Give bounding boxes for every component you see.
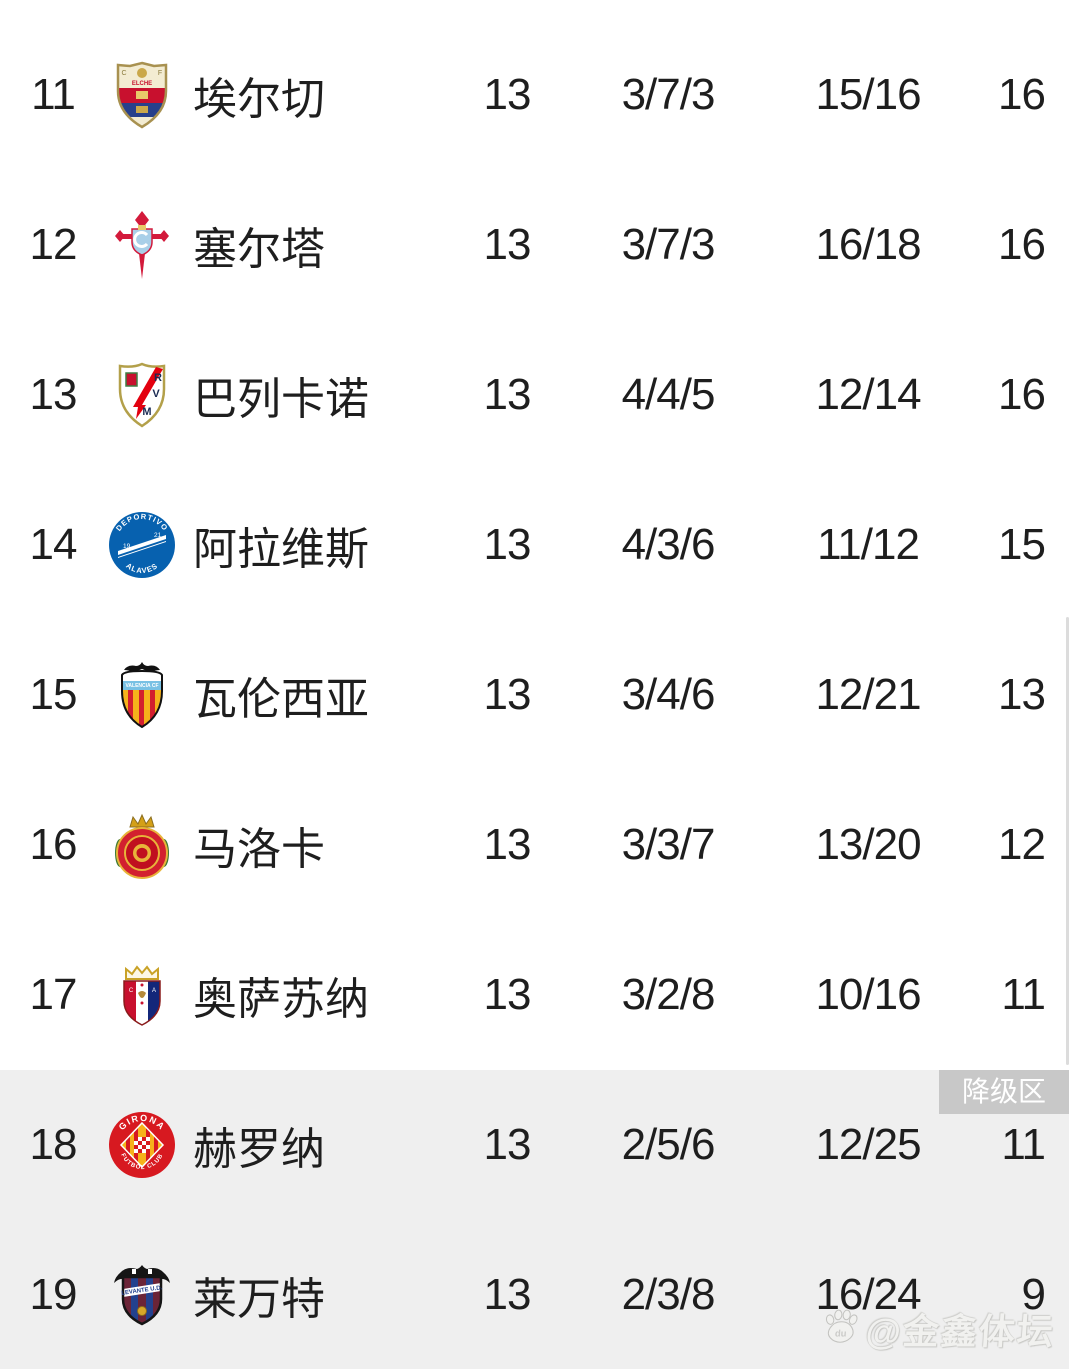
points: 16	[998, 70, 1046, 119]
matches-played: 13	[483, 370, 532, 419]
table-row[interactable]: 18	[0, 1070, 1069, 1220]
girona-crest-icon: GIRONA FUTBOL CLUB	[106, 1107, 178, 1183]
points: 9	[1021, 1270, 1046, 1319]
rank: 15	[29, 670, 78, 719]
points: 16	[998, 370, 1046, 419]
points: 12	[998, 820, 1046, 869]
team-name: 奥萨苏纳	[193, 975, 369, 1024]
win-draw-loss: 2/3/8	[621, 1270, 716, 1319]
win-draw-loss: 4/3/6	[621, 520, 716, 569]
rank: 13	[29, 370, 78, 419]
points: 16	[998, 220, 1046, 269]
goals-for-against: 12/14	[815, 370, 921, 419]
baidu-paw-icon: du	[818, 1306, 863, 1353]
points: 11	[1001, 970, 1046, 1019]
svg-text:C: C	[121, 70, 126, 77]
goals-for-against: 16/18	[815, 220, 921, 269]
svg-text:du: du	[834, 1328, 847, 1339]
goals-for-against: 10/16	[815, 970, 921, 1019]
watermark: du @金鑫体坛	[818, 1303, 1057, 1355]
team-name: 阿拉维斯	[193, 525, 369, 574]
svg-text:R: R	[154, 372, 162, 384]
team-name: 塞尔塔	[193, 225, 325, 274]
rank: 11	[31, 70, 76, 119]
watermark-text: @金鑫体坛	[864, 1311, 1057, 1352]
rank: 12	[29, 220, 78, 269]
svg-text:21: 21	[154, 532, 162, 539]
team-name: 莱万特	[193, 1275, 325, 1324]
matches-played: 13	[483, 70, 532, 119]
levante-crest-icon: LEVANTE U.D.	[106, 1257, 178, 1333]
rank: 16	[29, 820, 78, 869]
goals-for-against: 15/16	[815, 70, 921, 119]
relegation-zone-section: 降级区 18	[0, 1070, 1069, 1369]
goals-for-against: 11/12	[817, 520, 920, 569]
svg-text:V: V	[152, 388, 160, 400]
points: 11	[1001, 1120, 1046, 1169]
svg-text:F: F	[158, 70, 162, 77]
osasuna-crest-icon: C A	[106, 957, 178, 1033]
matches-played: 13	[483, 820, 532, 869]
table-row[interactable]: 17 C A 奥萨苏纳	[0, 920, 1069, 1070]
rayo-vallecano-crest-icon: R V M	[106, 357, 178, 433]
rank: 18	[29, 1120, 78, 1169]
table-row[interactable]: 12 塞尔塔 13 3/7/3	[0, 170, 1069, 320]
matches-played: 13	[483, 520, 532, 569]
table-row[interactable]: 14 DEPORTIVO ALAVES 19	[0, 470, 1069, 620]
win-draw-loss: 2/5/6	[621, 1120, 716, 1169]
team-name: 埃尔切	[193, 75, 325, 124]
matches-played: 13	[483, 970, 532, 1019]
team-name: 马洛卡	[193, 825, 325, 874]
win-draw-loss: 3/3/7	[621, 820, 716, 869]
celta-crest-icon	[106, 207, 178, 283]
win-draw-loss: 3/4/6	[621, 670, 716, 719]
elche-crest-icon: ELCHE C F	[106, 57, 178, 133]
win-draw-loss: 3/7/3	[621, 220, 716, 269]
goals-for-against: 12/21	[815, 670, 921, 719]
alaves-crest-icon: DEPORTIVO ALAVES 19 21	[106, 507, 178, 583]
team-name: 瓦伦西亚	[193, 675, 369, 724]
rank: 14	[29, 520, 78, 569]
svg-text:19: 19	[123, 543, 131, 550]
matches-played: 13	[483, 670, 532, 719]
rank: 17	[29, 970, 78, 1019]
table-row[interactable]: 13 R V M 巴列卡诺 13 4/4/5 12/14 16	[0, 320, 1069, 470]
svg-text:ALAVES: ALAVES	[124, 561, 159, 575]
matches-played: 13	[483, 1270, 532, 1319]
win-draw-loss: 4/4/5	[621, 370, 716, 419]
goals-for-against: 12/25	[815, 1120, 921, 1169]
table-row[interactable]: 15 VALENCIA CF 瓦伦西亚	[0, 620, 1069, 770]
svg-text:ELCHE: ELCHE	[132, 81, 152, 87]
goals-for-against: 16/24	[815, 1270, 921, 1319]
goals-for-against: 13/20	[815, 820, 921, 869]
matches-played: 13	[483, 220, 532, 269]
table-row[interactable]: 19	[0, 1220, 1069, 1369]
svg-text:A: A	[152, 988, 156, 994]
points: 13	[998, 670, 1046, 719]
svg-text:C: C	[129, 988, 134, 994]
scrollbar-thumb[interactable]	[1066, 617, 1069, 1065]
rank: 19	[29, 1270, 78, 1319]
win-draw-loss: 3/7/3	[621, 70, 716, 119]
svg-text:M: M	[142, 406, 151, 418]
team-name: 赫罗纳	[193, 1125, 325, 1174]
matches-played: 13	[483, 1120, 532, 1169]
team-name: 巴列卡诺	[193, 375, 369, 424]
svg-text:LEVANTE U.D.: LEVANTE U.D.	[121, 1285, 163, 1297]
points: 15	[998, 520, 1046, 569]
relegation-zone-badge: 降级区	[939, 1070, 1069, 1114]
table-row[interactable]: 11 ELCHE C F 埃	[0, 20, 1069, 170]
valencia-crest-icon: VALENCIA CF	[106, 657, 178, 733]
mallorca-crest-icon	[106, 807, 178, 883]
win-draw-loss: 3/2/8	[621, 970, 716, 1019]
svg-text:VALENCIA CF: VALENCIA CF	[125, 683, 158, 689]
table-row[interactable]: 16 马洛卡 13 3/3/7 13/20 12	[0, 770, 1069, 920]
